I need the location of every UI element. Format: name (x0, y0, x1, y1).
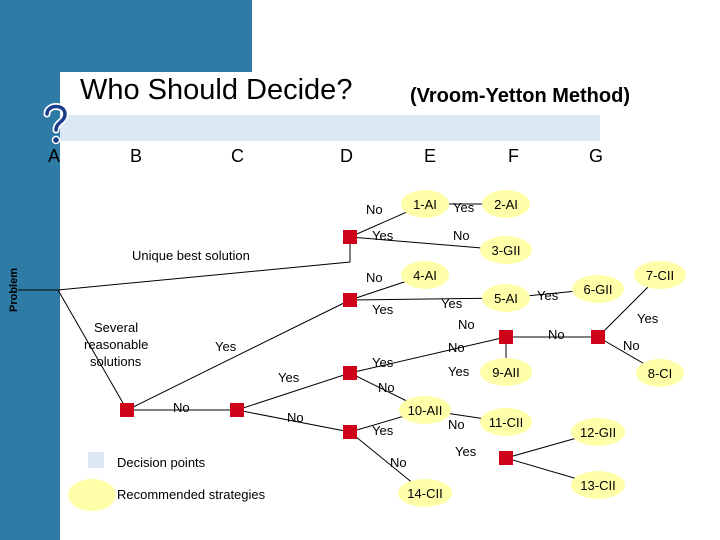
strategy-9: 9-AII (480, 358, 532, 386)
branch-label: Yes (278, 370, 300, 385)
branch-label: No (173, 400, 190, 415)
column-b: B (130, 146, 143, 166)
strategy-3: 3-GII (480, 236, 532, 264)
column-band (60, 115, 600, 141)
branch-label: Yes (455, 444, 477, 459)
strategy-5: 5-AI (482, 284, 530, 312)
branch-label: Yes (637, 311, 659, 326)
decision-point-c1 (343, 230, 357, 244)
decision-point-f1 (591, 330, 605, 344)
strategy-10: 10-AII (399, 396, 451, 424)
branch-label: No (366, 270, 383, 285)
strategy-13: 13-CII (571, 471, 625, 499)
branch-label: Yes (448, 364, 470, 379)
branch-label: No (390, 455, 407, 470)
several-label-2: reasonable (84, 337, 149, 352)
several-label-3: solutions (90, 354, 142, 369)
several-label-1: Several (94, 320, 139, 335)
column-d: D (340, 146, 353, 166)
branch-label: No (366, 202, 383, 217)
branch-label: No (623, 338, 640, 353)
column-e: E (424, 146, 437, 166)
branch-label: Yes (537, 288, 559, 303)
decision-point-c2 (343, 293, 357, 307)
strategy-14: 14-CII (398, 479, 452, 507)
strategy-12: 12-GII (571, 418, 625, 446)
branch-label: No (458, 317, 475, 332)
legend-strategy-swatch (68, 479, 116, 511)
branch-label: No (548, 327, 565, 342)
decision-point-c3 (343, 366, 357, 380)
branch-label: Yes (215, 339, 237, 354)
page-subtitle: (Vroom-Yetton Method) (410, 85, 630, 107)
strategy-11: 11-CII (480, 408, 532, 436)
strategy-6: 6-GII (572, 275, 624, 303)
decision-point-e3 (499, 451, 513, 465)
branch-label: No (448, 417, 465, 432)
branch-label: Yes (453, 200, 475, 215)
strategy-2: 2-AI (482, 190, 530, 218)
legend-decision-swatch (88, 452, 104, 468)
strategy-8: 8-CI (636, 359, 684, 387)
decision-point-b (230, 403, 244, 417)
decision-point-a (120, 403, 134, 417)
column-a: A (48, 146, 61, 166)
page-title: Who Should Decide? (80, 74, 353, 106)
strategy-1: 1-AI (401, 190, 449, 218)
column-c: C (231, 146, 244, 166)
problem-label: Problem (8, 267, 20, 313)
branch-label: No (453, 228, 470, 243)
branch-label: Yes (372, 228, 394, 243)
branch-label: Yes (372, 355, 394, 370)
branch-label: No (287, 410, 304, 425)
unique-best-label: Unique best solution (132, 248, 250, 263)
column-f: F (508, 146, 519, 166)
branch-label: No (378, 380, 395, 395)
legend-strategy-label: Recommended strategies (117, 487, 266, 502)
strategy-4: 4-AI (401, 261, 449, 289)
legend-decision-label: Decision points (117, 455, 206, 470)
branch-label: Yes (441, 296, 463, 311)
branch-label: No (448, 340, 465, 355)
header-band (0, 0, 252, 72)
column-g: G (589, 146, 604, 166)
question-mark-icon (43, 103, 69, 145)
strategy-7: 7-CII (634, 261, 686, 289)
branch-label: Yes (372, 423, 394, 438)
branch-label: Yes (372, 302, 394, 317)
decision-point-e2 (499, 330, 513, 344)
side-band (0, 72, 60, 540)
decision-point-c4 (343, 425, 357, 439)
